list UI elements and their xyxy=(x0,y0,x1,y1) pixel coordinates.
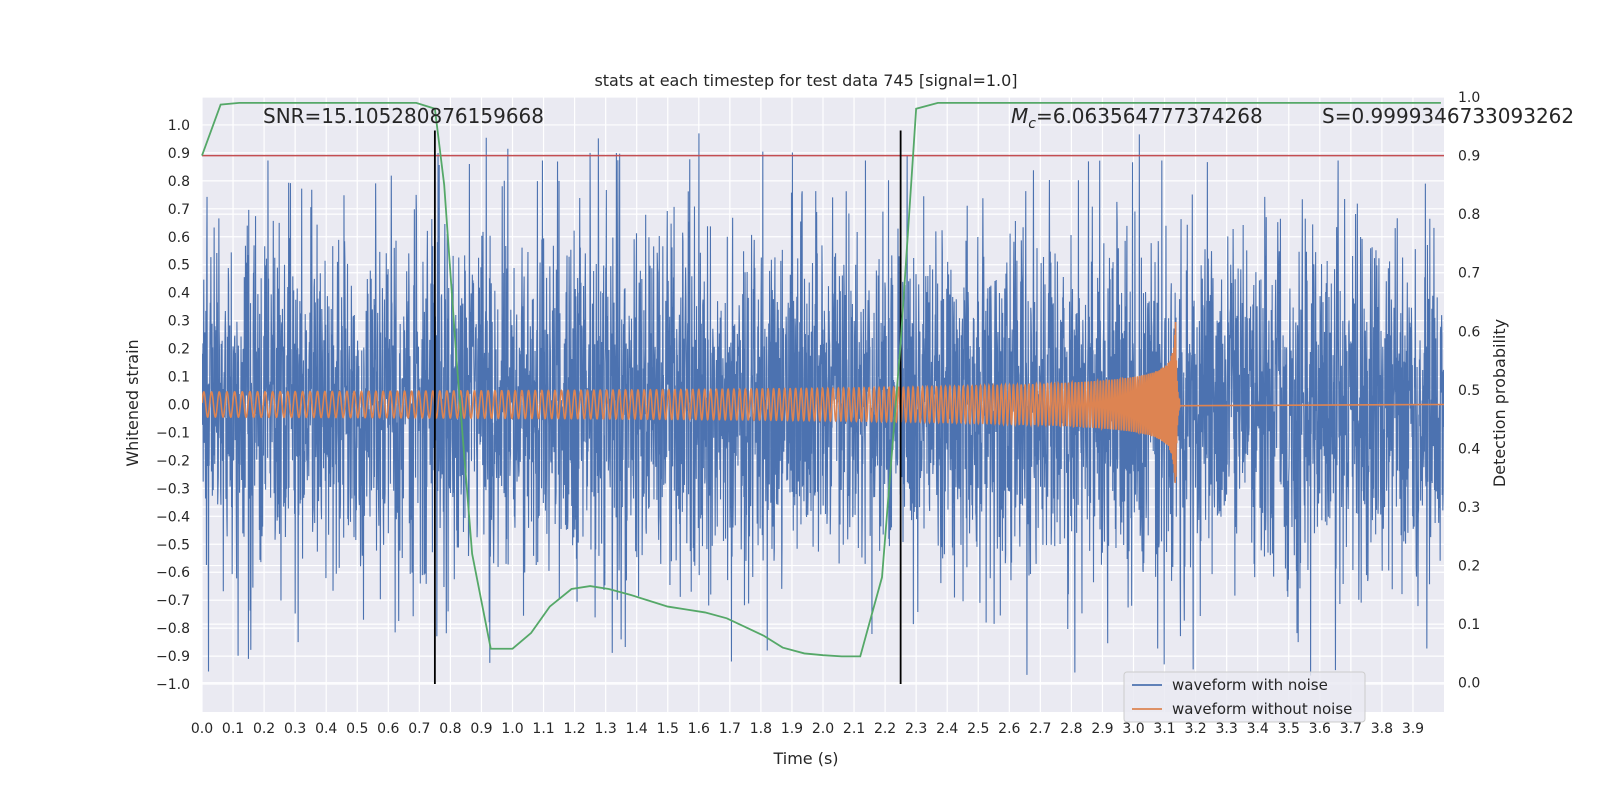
x-tick-label: 0.6 xyxy=(377,721,399,737)
x-tick-label: 0.3 xyxy=(284,721,306,737)
x-tick-label: 2.3 xyxy=(905,721,927,737)
x-tick-label: 1.5 xyxy=(657,721,679,737)
y-tick-label-right: 0.9 xyxy=(1458,149,1480,165)
y-tick-label-left: 0.5 xyxy=(168,258,190,274)
x-tick-label: 3.0 xyxy=(1122,721,1144,737)
x-axis-label: Time (s) xyxy=(772,749,838,768)
chirp-mass-annotation: Mc=6.063564777374268 xyxy=(1011,104,1263,132)
y-tick-label-left: 0.4 xyxy=(168,286,190,302)
chart-title: stats at each timestep for test data 745… xyxy=(594,71,1017,90)
x-tick-label: 2.0 xyxy=(812,721,834,737)
y-axis-label-left: Whitened strain xyxy=(123,339,142,466)
x-tick-label: 0.8 xyxy=(439,721,461,737)
y-tick-label-right: 0.8 xyxy=(1458,207,1480,223)
y-tick-label-left: −0.3 xyxy=(156,481,190,497)
x-tick-label: 3.7 xyxy=(1340,721,1362,737)
y-tick-label-right: 0.5 xyxy=(1458,383,1480,399)
x-tick-label: 1.4 xyxy=(626,721,648,737)
y-tick-label-left: 0.0 xyxy=(168,398,190,414)
x-tick-label: 2.9 xyxy=(1091,721,1113,737)
y-tick-label-left: 0.9 xyxy=(168,146,190,162)
y-tick-label-left: −0.1 xyxy=(156,425,190,441)
x-tick-label: 2.1 xyxy=(843,721,865,737)
x-tick-label: 0.2 xyxy=(253,721,275,737)
y-tick-label-right: 0.1 xyxy=(1458,617,1480,633)
y-tick-label-left: −0.8 xyxy=(156,621,190,637)
series-waveform-without-noise xyxy=(202,321,1444,483)
legend-label-waveform-without-noise: waveform without noise xyxy=(1172,700,1352,718)
x-tick-label: 2.4 xyxy=(936,721,958,737)
x-tick-label: 1.6 xyxy=(688,721,710,737)
x-tick-label: 1.3 xyxy=(595,721,617,737)
x-axis: 0.0 0.1 0.2 0.3 0.4 0.5 0.6 0.7 0.8 0.9 1.0 1.1 1.2 1… xyxy=(191,721,1424,737)
x-tick-label: 3.2 xyxy=(1184,721,1206,737)
x-tick-label: 2.8 xyxy=(1060,721,1082,737)
y-tick-label-right: 0.7 xyxy=(1458,266,1480,282)
x-tick-label: 0.4 xyxy=(315,721,337,737)
y-tick-label-left: 0.8 xyxy=(168,174,190,190)
y-axis-right: 1.0 0.9 0.8 0.7 0.6 0.5 0.4 0.3 0.2 0.1 0.0 xyxy=(1458,90,1480,692)
y-tick-label-right: 0.2 xyxy=(1458,559,1480,575)
y-tick-label-right: 1.0 xyxy=(1458,90,1480,106)
y-tick-label-left: −0.5 xyxy=(156,537,190,553)
y-tick-label-right: 0.3 xyxy=(1458,500,1480,516)
legend-box xyxy=(1123,671,1366,723)
y-tick-label-left: 0.2 xyxy=(168,342,190,358)
x-tick-label: 3.6 xyxy=(1309,721,1331,737)
x-tick-label: 0.7 xyxy=(408,721,430,737)
x-tick-label: 0.1 xyxy=(222,721,244,737)
x-tick-label: 3.8 xyxy=(1371,721,1393,737)
y-tick-label-left: −0.7 xyxy=(156,593,190,609)
x-tick-label: 1.9 xyxy=(781,721,803,737)
score-annotation: S=0.9999346733093262 xyxy=(1322,104,1574,128)
x-tick-label: 2.2 xyxy=(874,721,896,737)
series-detection-probability xyxy=(201,101,1441,658)
x-tick-label: 2.5 xyxy=(967,721,989,737)
y-tick-label-left: 0.3 xyxy=(168,314,190,330)
y-axis-label-right: Detection probability xyxy=(1490,319,1509,487)
y-tick-label-right: 0.6 xyxy=(1458,324,1480,340)
x-tick-label: 2.7 xyxy=(1029,721,1051,737)
x-tick-label: 3.9 xyxy=(1402,721,1424,737)
x-tick-label: 3.3 xyxy=(1216,721,1238,737)
y-tick-label-left: −0.9 xyxy=(156,649,190,665)
y-tick-label-right: 0.4 xyxy=(1458,441,1480,457)
x-tick-label: 3.1 xyxy=(1153,721,1175,737)
series-waveform-with-noise xyxy=(202,133,1444,676)
y-tick-label-left: 0.6 xyxy=(168,230,190,246)
x-tick-label: 3.5 xyxy=(1278,721,1300,737)
y-axis-left: 1.0 0.9 0.8 0.7 0.6 0.5 0.4 0.3 0.2 0.1 0.0 −0.1 −0.… xyxy=(156,118,190,693)
x-tick-label: 1.8 xyxy=(750,721,772,737)
legend: waveform with noise waveform without noi… xyxy=(1123,671,1366,723)
x-tick-label: 2.6 xyxy=(998,721,1020,737)
snr-annotation: SNR=15.105280876159668 xyxy=(263,104,544,128)
x-tick-label: 0.5 xyxy=(346,721,368,737)
y-tick-label-left: −0.2 xyxy=(156,453,190,469)
x-tick-label: 1.0 xyxy=(501,721,523,737)
y-tick-label-left: −0.6 xyxy=(156,565,190,581)
legend-label-waveform-with-noise: waveform with noise xyxy=(1172,676,1328,694)
plot-area xyxy=(201,96,1444,712)
y-tick-label-left: −1.0 xyxy=(156,677,190,693)
y-tick-label-left: 1.0 xyxy=(168,118,190,134)
x-tick-label: 1.7 xyxy=(719,721,741,737)
x-tick-label: 3.4 xyxy=(1247,721,1269,737)
y-tick-label-left: 0.7 xyxy=(168,202,190,218)
x-tick-label: 0.9 xyxy=(470,721,492,737)
y-tick-label-left: −0.4 xyxy=(156,509,190,525)
x-tick-label: 1.2 xyxy=(563,721,585,737)
x-tick-label: 0.0 xyxy=(191,721,213,737)
y-tick-label-right: 0.0 xyxy=(1458,676,1480,692)
y-tick-label-left: 0.1 xyxy=(168,370,190,386)
x-tick-label: 1.1 xyxy=(532,721,554,737)
